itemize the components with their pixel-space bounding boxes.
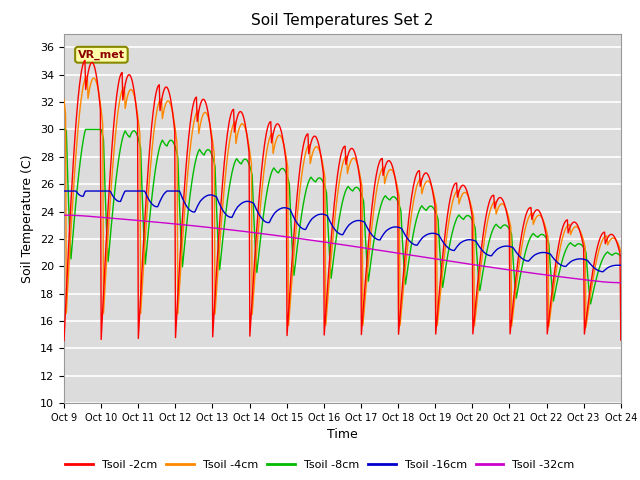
Title: Soil Temperatures Set 2: Soil Temperatures Set 2 xyxy=(252,13,433,28)
X-axis label: Time: Time xyxy=(327,429,358,442)
Y-axis label: Soil Temperature (C): Soil Temperature (C) xyxy=(22,154,35,283)
Legend: Tsoil -2cm, Tsoil -4cm, Tsoil -8cm, Tsoil -16cm, Tsoil -32cm: Tsoil -2cm, Tsoil -4cm, Tsoil -8cm, Tsoi… xyxy=(61,456,579,474)
Text: VR_met: VR_met xyxy=(78,49,125,60)
